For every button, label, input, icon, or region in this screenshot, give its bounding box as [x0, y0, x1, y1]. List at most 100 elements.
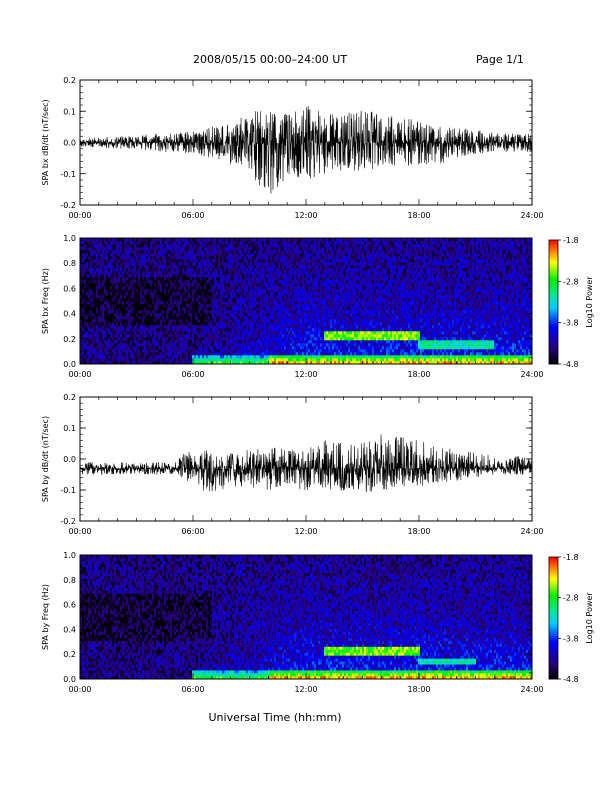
- heatmap-cell: [114, 325, 117, 329]
- heatmap-cell: [222, 289, 225, 293]
- heatmap-cell: [136, 361, 139, 365]
- y-tick-label: 0.2: [63, 76, 76, 85]
- heatmap-cell: [294, 304, 297, 308]
- heatmap-cell: [186, 247, 189, 251]
- heatmap-cell: [130, 292, 133, 296]
- heatmap-cell: [86, 292, 89, 296]
- heatmap-cell: [226, 253, 229, 257]
- heatmap-cell: [186, 262, 189, 266]
- heatmap-cell: [192, 349, 195, 353]
- heatmap-cell: [202, 343, 205, 347]
- heatmap-cell: [134, 259, 137, 263]
- heatmap-cell: [220, 334, 223, 338]
- heatmap-cell: [224, 361, 227, 365]
- heatmap-cell: [166, 277, 169, 281]
- heatmap-cell: [272, 331, 275, 335]
- heatmap-cell: [246, 295, 249, 299]
- heatmap-cell: [288, 277, 291, 281]
- heatmap-cell: [244, 343, 247, 347]
- heatmap-cell: [102, 310, 105, 314]
- heatmap-cell: [120, 262, 123, 266]
- heatmap-cell: [192, 289, 195, 293]
- heatmap-cell: [262, 304, 265, 308]
- heatmap-cell: [274, 334, 277, 338]
- heatmap-cell: [262, 289, 265, 293]
- heatmap-cell: [140, 298, 143, 302]
- heatmap-cell: [92, 244, 95, 248]
- heatmap-cell: [298, 277, 301, 281]
- heatmap-cell: [186, 271, 189, 275]
- heatmap-cell: [220, 253, 223, 257]
- heatmap-cell: [236, 319, 239, 323]
- heatmap-cell: [272, 283, 275, 287]
- heatmap-cell: [202, 334, 205, 338]
- heatmap-cell: [154, 337, 157, 341]
- heatmap-cell: [106, 355, 109, 359]
- heatmap-cell: [278, 349, 281, 353]
- heatmap-cell: [88, 244, 91, 248]
- heatmap-cell: [238, 277, 241, 281]
- heatmap-cell: [130, 268, 133, 272]
- heatmap-cell: [290, 328, 293, 332]
- heatmap-cell: [182, 334, 185, 338]
- heatmap-cell: [192, 271, 195, 275]
- heatmap-cell: [268, 307, 271, 311]
- heatmap-cell: [176, 265, 179, 269]
- heatmap-cell: [162, 310, 165, 314]
- heatmap-cell: [204, 334, 207, 338]
- heatmap-cell: [120, 256, 123, 260]
- heatmap-cell: [294, 298, 297, 302]
- heatmap-cell: [304, 256, 307, 260]
- heatmap-cell: [148, 304, 151, 308]
- heatmap-cell: [226, 346, 229, 350]
- heatmap-cell: [182, 316, 185, 320]
- heatmap-cell: [266, 328, 269, 332]
- heatmap-cell: [260, 247, 263, 251]
- heatmap-cell: [200, 319, 203, 323]
- heatmap-cell: [266, 280, 269, 284]
- heatmap-cell: [246, 271, 249, 275]
- heatmap-cell: [182, 262, 185, 266]
- heatmap-cell: [258, 268, 261, 272]
- heatmap-cell: [306, 325, 309, 329]
- heatmap-cell: [232, 286, 235, 290]
- heatmap-cell: [104, 283, 107, 287]
- heatmap-cell: [206, 349, 209, 353]
- heatmap-cell: [188, 349, 191, 353]
- heatmap-cell: [140, 241, 143, 245]
- heatmap-cell: [202, 298, 205, 302]
- heatmap-cell: [162, 322, 165, 326]
- heatmap-cell: [234, 244, 237, 248]
- heatmap-cell: [194, 298, 197, 302]
- heatmap-cell: [270, 310, 273, 314]
- heatmap-cell: [166, 268, 169, 272]
- heatmap-cell: [256, 280, 259, 284]
- heatmap-cell: [172, 256, 175, 260]
- heatmap-cell: [256, 247, 259, 251]
- heatmap-cell: [288, 292, 291, 296]
- heatmap-cell: [170, 250, 173, 254]
- heatmap-cell: [174, 271, 177, 275]
- heatmap-cell: [156, 277, 159, 281]
- heatmap-cell: [220, 274, 223, 278]
- heatmap-cell: [94, 277, 97, 281]
- heatmap-cell: [170, 265, 173, 269]
- heatmap-cell: [154, 343, 157, 347]
- heatmap-cell: [294, 334, 297, 338]
- heatmap-cell: [130, 241, 133, 245]
- heatmap-cell: [82, 241, 85, 245]
- heatmap-cell: [246, 304, 249, 308]
- heatmap-cell: [266, 337, 269, 341]
- heatmap-cell: [174, 241, 177, 245]
- heatmap-cell: [104, 349, 107, 353]
- heatmap-cell: [218, 274, 221, 278]
- heatmap-cell: [194, 286, 197, 290]
- heatmap-cell: [84, 331, 87, 335]
- heatmap-cell: [116, 331, 119, 335]
- heatmap-cell: [236, 244, 239, 248]
- heatmap-cell: [126, 262, 129, 266]
- heatmap-cell: [158, 244, 161, 248]
- heatmap-cell: [294, 241, 297, 245]
- heatmap-cell: [222, 340, 225, 344]
